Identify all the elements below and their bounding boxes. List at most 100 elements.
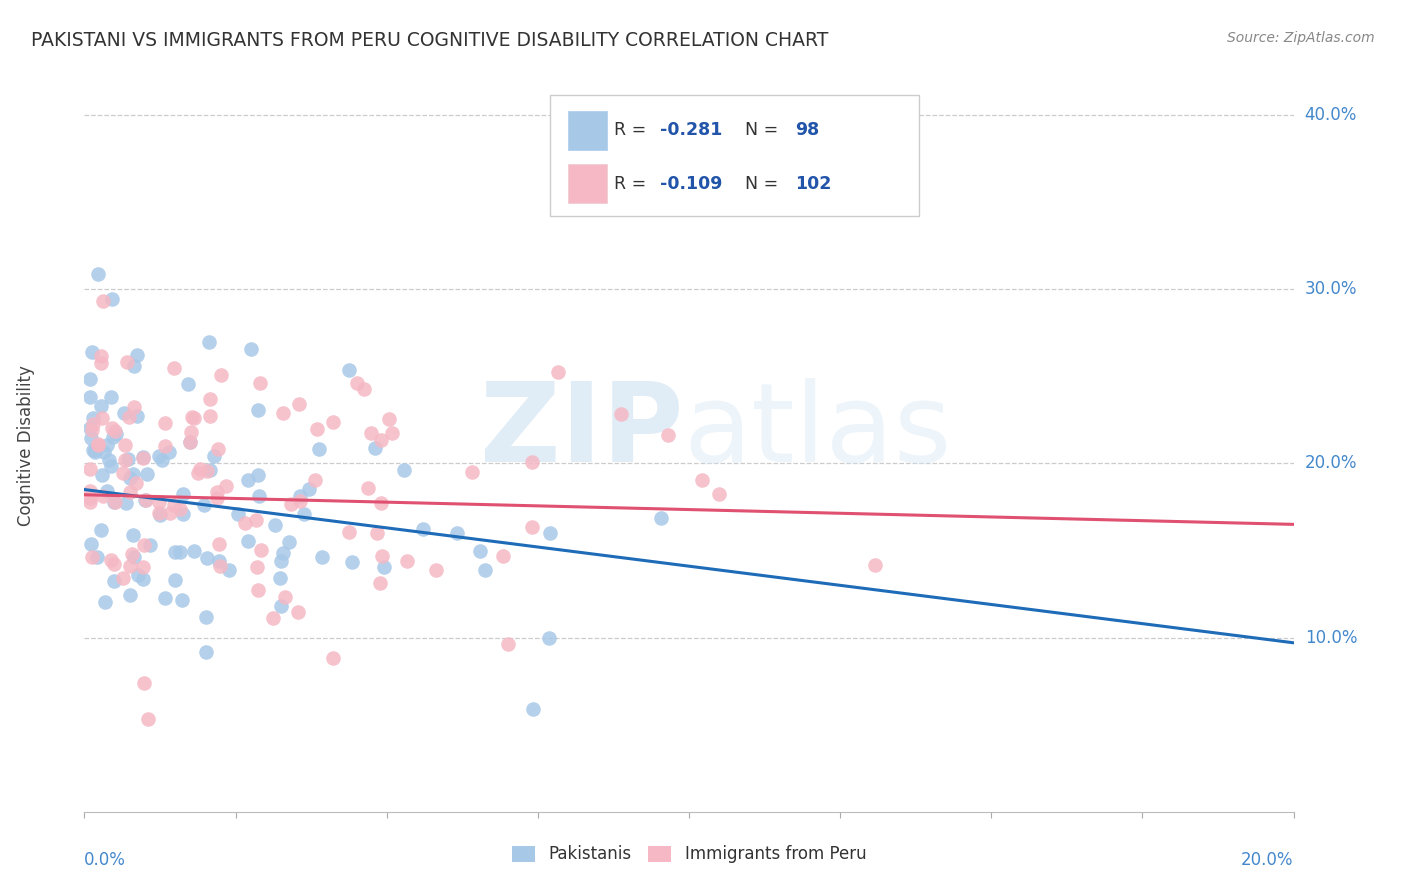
- Point: [370, 496, 392, 510]
- Point: [263, 518, 285, 533]
- Point: [83, 445, 105, 459]
- Text: -0.281: -0.281: [659, 121, 723, 139]
- Point: [271, 406, 294, 420]
- Text: R =: R =: [614, 121, 652, 139]
- Point: [118, 410, 141, 425]
- Point: [690, 473, 713, 487]
- Point: [114, 453, 136, 467]
- Text: N =: N =: [745, 175, 783, 193]
- Point: [322, 651, 344, 665]
- Point: [245, 513, 267, 527]
- Point: [163, 545, 186, 559]
- Point: [90, 523, 112, 537]
- Point: [366, 525, 388, 540]
- Point: [90, 356, 112, 370]
- Point: [150, 452, 173, 467]
- Point: [195, 464, 218, 478]
- Point: [114, 438, 136, 452]
- Point: [155, 591, 177, 606]
- Point: [491, 549, 513, 563]
- Point: [346, 376, 368, 390]
- Text: R =: R =: [614, 175, 652, 193]
- Point: [100, 390, 122, 404]
- Point: [121, 467, 143, 481]
- Point: [288, 493, 311, 508]
- Point: [188, 462, 211, 476]
- Point: [337, 363, 360, 377]
- Point: [122, 359, 145, 373]
- Point: [132, 451, 155, 466]
- Point: [100, 292, 122, 306]
- Point: [863, 558, 886, 573]
- Point: [236, 474, 259, 488]
- Point: [205, 491, 228, 505]
- Point: [287, 605, 309, 619]
- Point: [132, 450, 155, 464]
- Point: [169, 545, 191, 559]
- Point: [117, 452, 139, 467]
- Point: [197, 334, 219, 349]
- Point: [179, 435, 201, 450]
- Point: [90, 468, 112, 483]
- Text: Cognitive Disability: Cognitive Disability: [17, 366, 35, 526]
- Point: [136, 712, 159, 726]
- Point: [250, 542, 273, 557]
- Point: [468, 544, 491, 558]
- Point: [271, 546, 294, 560]
- Point: [246, 560, 269, 574]
- Point: [179, 435, 201, 450]
- Point: [520, 455, 543, 469]
- Point: [157, 445, 180, 459]
- Point: [262, 611, 284, 625]
- Point: [82, 443, 104, 458]
- Point: [214, 478, 236, 492]
- Point: [79, 431, 101, 445]
- Point: [91, 294, 114, 309]
- Point: [125, 348, 148, 362]
- Point: [170, 593, 193, 607]
- Point: [340, 555, 363, 569]
- Point: [194, 645, 217, 659]
- Point: [187, 466, 209, 480]
- Point: [610, 407, 633, 421]
- Point: [172, 487, 194, 501]
- Point: [538, 525, 561, 540]
- Point: [82, 345, 104, 359]
- FancyBboxPatch shape: [568, 164, 607, 203]
- Point: [122, 549, 145, 564]
- Point: [277, 535, 299, 549]
- Point: [100, 553, 122, 567]
- Point: [657, 428, 679, 442]
- Point: [82, 411, 104, 425]
- Point: [200, 462, 222, 476]
- Point: [183, 543, 205, 558]
- Point: [208, 554, 231, 568]
- Point: [132, 572, 155, 586]
- Point: [163, 361, 186, 376]
- Point: [322, 415, 344, 429]
- Point: [247, 583, 270, 598]
- Point: [288, 489, 311, 503]
- Point: [79, 495, 101, 509]
- Point: [87, 267, 110, 281]
- Point: [90, 400, 112, 414]
- Point: [134, 676, 156, 690]
- Point: [134, 538, 156, 552]
- Point: [118, 558, 141, 573]
- Point: [121, 547, 143, 561]
- Point: [79, 537, 101, 551]
- Point: [270, 599, 292, 614]
- FancyBboxPatch shape: [568, 111, 607, 150]
- Point: [104, 424, 127, 438]
- Point: [357, 482, 380, 496]
- Point: [363, 441, 385, 455]
- Point: [153, 416, 176, 430]
- Point: [139, 537, 162, 551]
- Text: PAKISTANI VS IMMIGRANTS FROM PERU COGNITIVE DISABILITY CORRELATION CHART: PAKISTANI VS IMMIGRANTS FROM PERU COGNIT…: [31, 31, 828, 50]
- Text: N =: N =: [745, 121, 783, 139]
- Point: [308, 442, 330, 456]
- Text: 0.0%: 0.0%: [84, 851, 127, 869]
- Point: [249, 489, 271, 503]
- Point: [165, 574, 187, 588]
- Point: [273, 591, 295, 605]
